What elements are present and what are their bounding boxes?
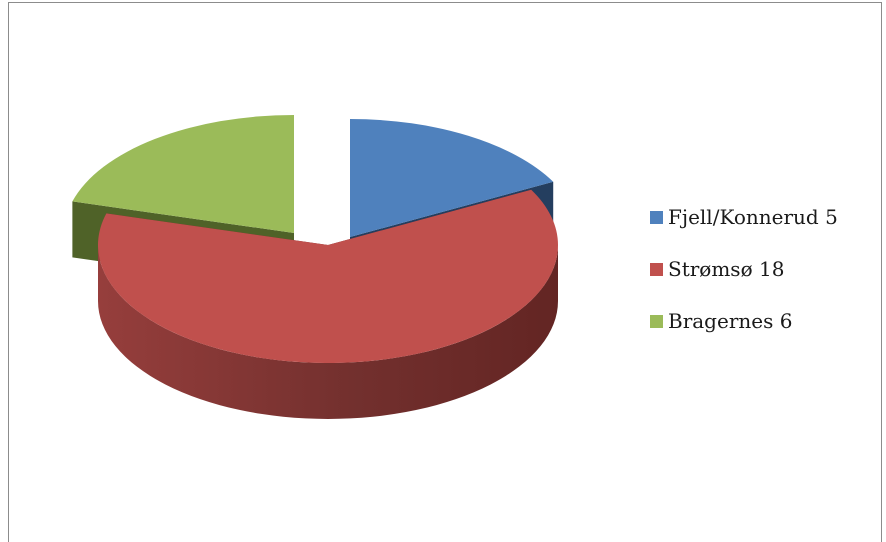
legend-swatch-fjell-konnerud [650,210,663,224]
legend-label-bragernes: Bragernes 6 [668,309,793,333]
legend-swatch-bragernes [650,314,663,328]
legend-item-fjell-konnerud: Fjell/Konnerud 5 [650,205,838,229]
legend-item-bragernes: Bragernes 6 [650,309,838,333]
pie-slice-bragernes [72,115,294,233]
legend-label-stromso: Strømsø 18 [668,257,785,281]
legend-swatch-stromso [650,262,663,276]
legend-label-fjell-konnerud: Fjell/Konnerud 5 [668,205,838,229]
pie-slice-fjell-konnerud [350,119,554,237]
pie-slice-str-ms- [97,189,558,363]
chart-legend: Fjell/Konnerud 5 Strømsø 18 Bragernes 6 [650,205,838,361]
legend-item-stromso: Strømsø 18 [650,257,838,281]
pie-side-str-ms- [98,245,558,419]
